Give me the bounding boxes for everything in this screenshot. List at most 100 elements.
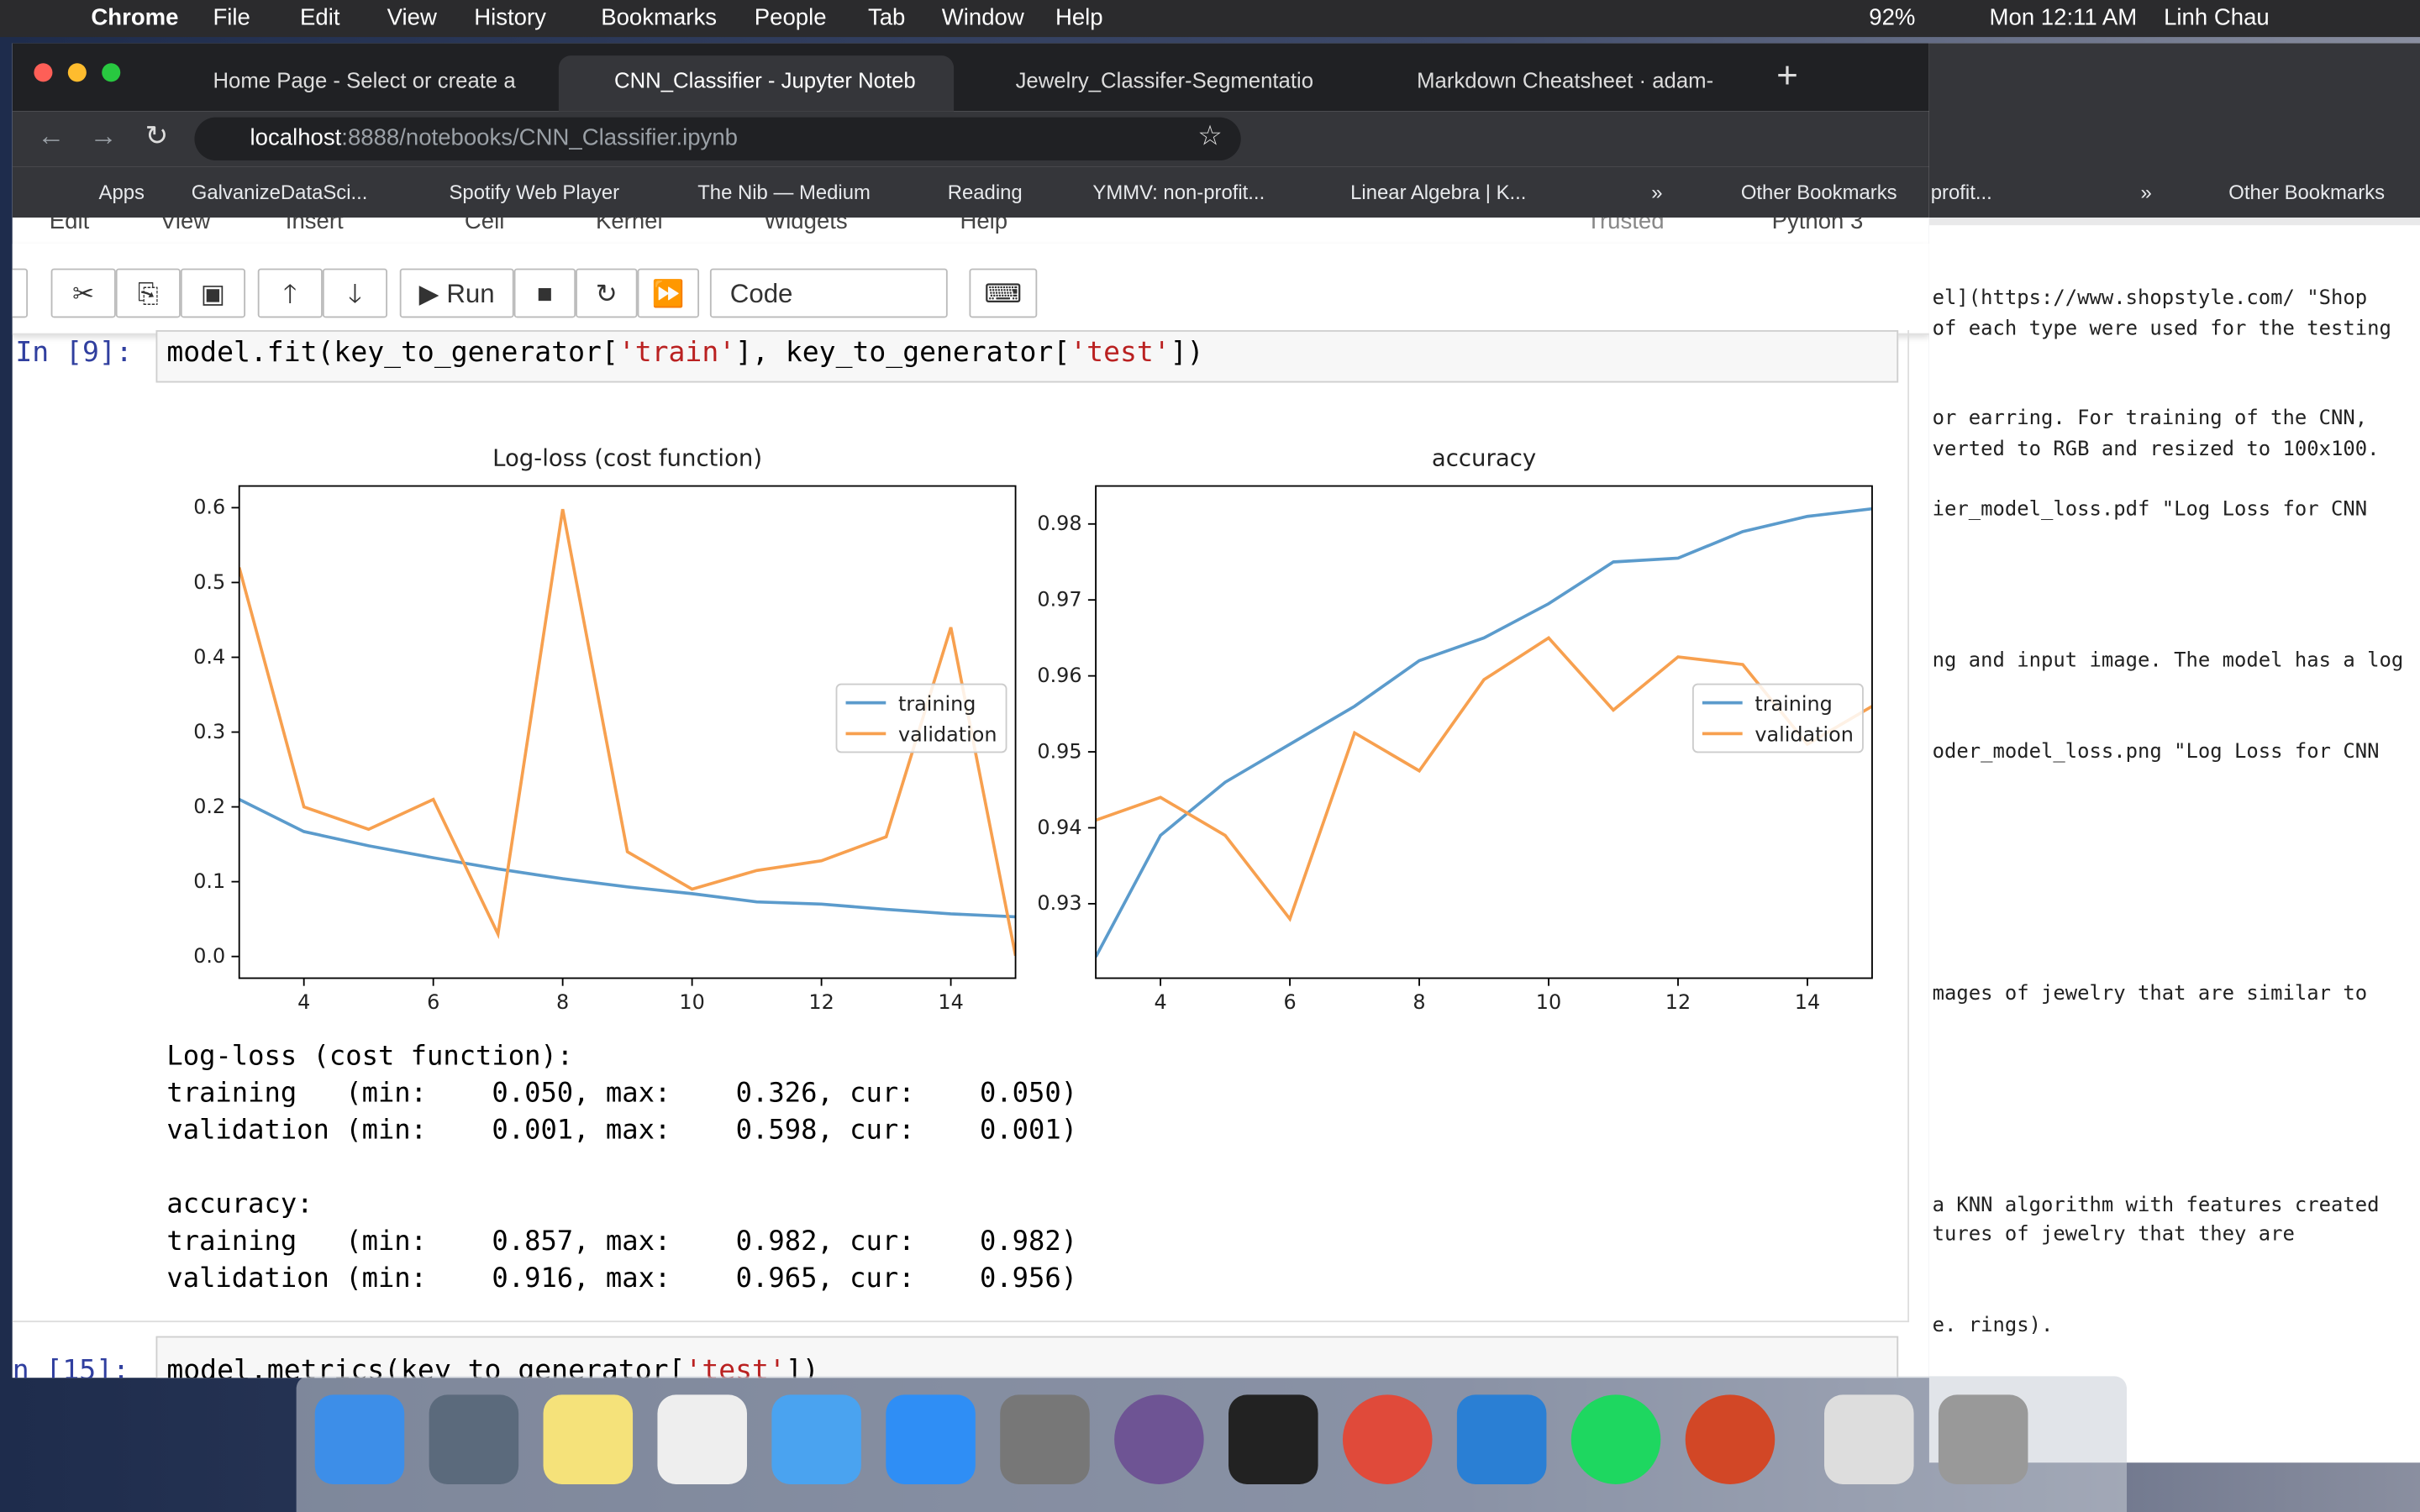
menu-item[interactable]: Widgets (764, 217, 848, 235)
x-tick-label: 6 (1283, 990, 1296, 1011)
dock-icon[interactable] (886, 1394, 976, 1484)
bookmarks-more[interactable]: » (2140, 180, 2152, 204)
menu-item[interactable]: Help (1055, 4, 1103, 31)
dock-icon[interactable] (1938, 1394, 2028, 1484)
x-tick-label: 12 (808, 990, 834, 1011)
data-line (1096, 507, 1872, 958)
bookmark[interactable]: GalvanizeDataSci... (191, 180, 368, 204)
tab[interactable]: Home Page - Select or create a (213, 67, 516, 93)
code-cell[interactable] (155, 1336, 1899, 1378)
minimize-button[interactable] (67, 63, 87, 82)
menu-item[interactable]: History (474, 4, 546, 31)
star[interactable]: ☆ (1197, 120, 1223, 152)
tab-bar: + Home Page - Select or create a CNN_Clas… (12, 43, 1929, 112)
user[interactable]: Linh Chau (2164, 4, 2270, 31)
stop[interactable]: ■ (513, 268, 576, 318)
forward[interactable]: → (89, 120, 118, 152)
menu-item[interactable]: View (160, 217, 211, 235)
menu-item[interactable]: Kernel (595, 217, 663, 235)
menu-item[interactable]: Help (960, 217, 1008, 235)
menu-item[interactable]: Insert (285, 217, 344, 235)
restart[interactable]: ↻ (576, 268, 638, 318)
keyboard[interactable]: ⌨ (969, 268, 1038, 318)
bookmark[interactable]: YMMV: non-profit... (1092, 180, 1265, 204)
new-tab[interactable]: + (1776, 55, 1798, 97)
zoom-button[interactable] (102, 63, 121, 82)
menu-item[interactable]: People (754, 4, 827, 31)
data-line (1096, 636, 1872, 922)
other-bookmarks[interactable]: Other Bookmarks (2228, 180, 2386, 204)
dock (296, 1376, 2128, 1512)
bookmarks-more[interactable]: » (1651, 180, 1663, 204)
bookmark[interactable]: Spotify Web Player (449, 180, 620, 204)
code-token: 'train' (618, 336, 736, 369)
code: model.fit(key_to_generator['train'], key… (166, 336, 1203, 369)
omnibox[interactable]: localhost:8888/notebooks/CNN_Classifier.… (194, 117, 1241, 161)
menu-item[interactable]: Cell (464, 217, 505, 235)
dock-icon[interactable] (543, 1394, 634, 1484)
bookmark[interactable]: profit... (1930, 180, 1992, 204)
other-bookmarks[interactable]: Other Bookmarks (1740, 180, 1897, 204)
save[interactable] (12, 268, 29, 318)
x-tick-label: 10 (679, 990, 704, 1011)
cell-type[interactable]: Code (709, 268, 948, 318)
dock-icon[interactable] (429, 1394, 519, 1484)
dock-icon[interactable] (1114, 1394, 1204, 1484)
text-line (1933, 556, 2404, 586)
bookmark[interactable]: The Nib — Medium (697, 180, 871, 204)
tab[interactable]: Jewelry_Classifer-Segmentatio (1015, 67, 1314, 93)
cut[interactable]: ✂ (50, 268, 116, 318)
text-line (1933, 1010, 2404, 1040)
text-line: a KNN algorithm with features created (1932, 1194, 2380, 1217)
tab[interactable]: Markdown Cheatsheet · adam- (1417, 67, 1714, 93)
dock-icon[interactable] (1824, 1394, 1914, 1484)
code-token: model.metrics(key_to_generator[ (166, 1354, 686, 1378)
bookmark[interactable]: Linear Algebra | K... (1350, 180, 1527, 204)
menu-item[interactable]: File (213, 4, 250, 31)
bookmark[interactable]: Apps (98, 180, 145, 204)
background-window: profit... » Other Bookmarks el](https://… (1928, 43, 2420, 1463)
dock-icon[interactable] (314, 1394, 405, 1484)
text-line (1933, 707, 2404, 738)
data-line (239, 798, 1016, 919)
dock-icon[interactable] (771, 1394, 861, 1484)
background-toolbar (1928, 43, 2420, 218)
menu-item[interactable]: Window (941, 4, 1024, 31)
dock-icon[interactable] (1685, 1394, 1776, 1484)
text-line (1933, 465, 2404, 496)
menu-item[interactable]: Bookmarks (601, 4, 718, 31)
move-down[interactable]: 🡓 (322, 268, 388, 318)
copy[interactable]: ⎘ (115, 268, 181, 318)
menu-item[interactable]: Tab (867, 4, 906, 31)
menu-item[interactable]: Edit (300, 4, 340, 31)
menu-item[interactable]: View (387, 4, 437, 31)
menu-item[interactable]: Edit (49, 217, 90, 235)
tab[interactable]: CNN_Classifier - Jupyter Noteb (558, 55, 955, 112)
dock-icon[interactable] (1000, 1394, 1090, 1484)
chart: accuracyepoch4681012140.930.940.950.960.… (1037, 445, 1873, 1011)
code-token: ]) (1170, 336, 1204, 369)
dock-icon[interactable] (657, 1394, 747, 1484)
app-name[interactable]: Chrome (91, 4, 179, 31)
run[interactable]: ▶ Run (399, 268, 514, 318)
x-tick-label: 12 (1665, 990, 1691, 1011)
y-tick-label: 0.97 (1037, 588, 1081, 612)
close-button[interactable] (34, 63, 53, 82)
x-tick-label: 14 (1795, 990, 1820, 1011)
clock[interactable]: Mon 12:11 AM (1989, 4, 2138, 31)
dock-icon[interactable] (1456, 1394, 1547, 1484)
dock-icon[interactable] (1342, 1394, 1433, 1484)
paste[interactable]: ▣ (180, 268, 246, 318)
x-tick-label: 10 (1536, 990, 1561, 1011)
y-tick-label: 0.93 (1037, 891, 1081, 915)
dock-icon[interactable] (1570, 1394, 1661, 1484)
x-tick-label: 14 (938, 990, 963, 1011)
restart-run[interactable]: ⏩ (637, 268, 700, 318)
bookmark[interactable]: Reading (947, 180, 1023, 204)
move-up[interactable]: 🡑 (257, 268, 323, 318)
reload[interactable]: ↻ (145, 120, 169, 152)
back[interactable]: ← (37, 120, 66, 152)
code-cell[interactable] (155, 330, 1899, 383)
dock-icon[interactable] (1228, 1394, 1318, 1484)
